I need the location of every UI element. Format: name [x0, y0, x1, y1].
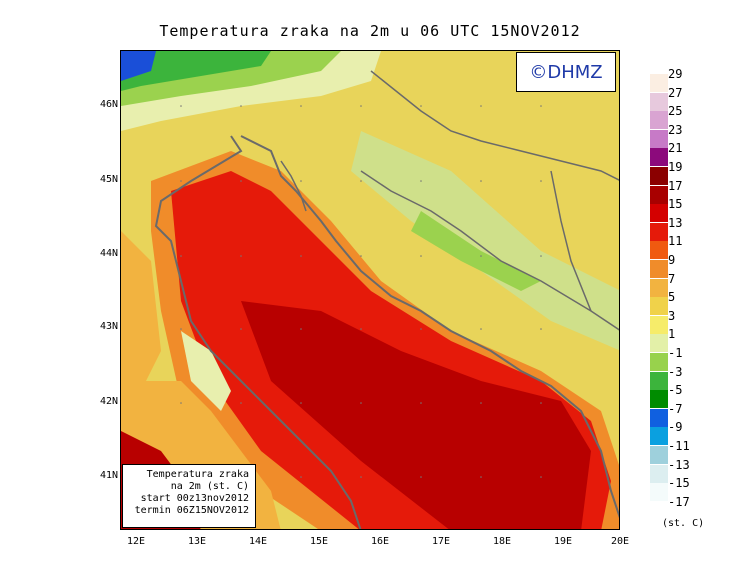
legend-swatch	[650, 167, 668, 185]
lon-tick: 14E	[248, 536, 268, 547]
legend-swatch	[650, 315, 668, 334]
legend-label: -1	[668, 346, 683, 360]
lon-tick: 16E	[370, 536, 390, 547]
border-inland	[360, 170, 619, 331]
legend-label: 25	[668, 104, 683, 119]
field-colder-north	[121, 51, 271, 91]
lat-tick: 44N	[99, 248, 118, 259]
legend-swatch	[650, 74, 668, 92]
map-title: Temperatura zraka na 2m u 06 UTC 15NOV20…	[159, 22, 581, 40]
field-coldest-north	[121, 51, 156, 81]
lon-tick: 17E	[431, 536, 451, 547]
legend-label: -17	[668, 494, 690, 509]
legend-swatch	[650, 222, 668, 241]
legend-label: 21	[668, 141, 683, 156]
coastline-italy	[154, 135, 362, 529]
legend-swatch	[650, 371, 668, 390]
lat-tick: 45N	[99, 174, 118, 185]
legend-label: 3	[668, 308, 676, 323]
legend-swatch	[650, 148, 668, 167]
legend-label: 19	[668, 160, 683, 174]
legend-label: 29	[668, 67, 683, 81]
legend-swatch	[650, 427, 668, 446]
field-italy-mountains	[181, 331, 231, 411]
legend-swatch	[650, 204, 668, 223]
info-line: na 2m (st. C)	[170, 481, 249, 492]
dhmz-logo: ©DHMZ	[516, 52, 616, 92]
legend-swatch	[650, 446, 668, 464]
coastline-balkans	[240, 135, 619, 519]
legend-swatch	[650, 111, 668, 130]
field-inland-band	[351, 131, 619, 351]
lon-tick: 19E	[553, 536, 573, 547]
legend-label: -9	[668, 420, 683, 435]
legend-swatch	[650, 241, 668, 260]
legend-label: -13	[668, 457, 690, 472]
legend-swatch	[650, 278, 668, 297]
legend-swatch	[650, 260, 668, 278]
lon-tick: 12E	[126, 536, 146, 547]
lon-tick: 18E	[492, 536, 512, 547]
legend-label: 11	[668, 234, 683, 249]
legend-label: 15	[668, 197, 683, 212]
legend-label: 27	[668, 85, 683, 100]
info-line: start 00z13nov2012	[140, 493, 249, 504]
legend-swatch	[650, 129, 668, 148]
lon-tick: 20E	[610, 536, 630, 547]
legend-label: 1	[668, 327, 676, 342]
istria-coast	[280, 160, 307, 212]
lat-tick: 43N	[99, 321, 118, 332]
lon-tick: 13E	[187, 536, 207, 547]
legend-label: 5	[668, 290, 676, 305]
legend-label: 13	[668, 215, 683, 230]
legend-label: -7	[668, 401, 683, 416]
legend-label: -15	[668, 476, 690, 491]
border-north	[370, 70, 619, 181]
border-east	[550, 170, 592, 312]
legend-label: 7	[668, 271, 676, 286]
legend-label: 23	[668, 122, 683, 137]
temperature-field	[121, 51, 619, 529]
info-line: termin 06Z15NOV2012	[134, 505, 249, 516]
legend-label: -3	[668, 364, 683, 379]
temperature-map	[120, 50, 620, 530]
legend-swatch	[650, 390, 668, 409]
field-adriatic-darkred	[241, 301, 591, 529]
legend-label: -5	[668, 383, 683, 398]
legend-swatch	[650, 92, 668, 111]
lat-tick: 46N	[99, 99, 118, 110]
legend-unit: (st. C)	[662, 518, 705, 529]
lat-tick: 41N	[99, 470, 118, 481]
legend-swatch	[650, 464, 668, 483]
lon-tick: 15E	[309, 536, 329, 547]
field-italy-west	[121, 231, 161, 391]
legend-swatch	[650, 483, 668, 502]
legend-label: -11	[668, 439, 690, 453]
legend-label: 17	[668, 178, 683, 193]
legend-swatch	[650, 353, 668, 371]
legend-swatch	[650, 297, 668, 316]
lat-tick: 42N	[99, 396, 118, 407]
legend-swatch	[650, 334, 668, 353]
info-line: Temperatura zraka	[146, 469, 249, 480]
graticule	[180, 105, 542, 478]
legend-swatch	[650, 408, 668, 427]
legend-swatch	[650, 185, 668, 204]
field-inland-cold	[411, 211, 541, 291]
info-box: Temperatura zraka na 2m (st. C) start 00…	[122, 464, 256, 528]
legend-label: 9	[668, 253, 676, 267]
